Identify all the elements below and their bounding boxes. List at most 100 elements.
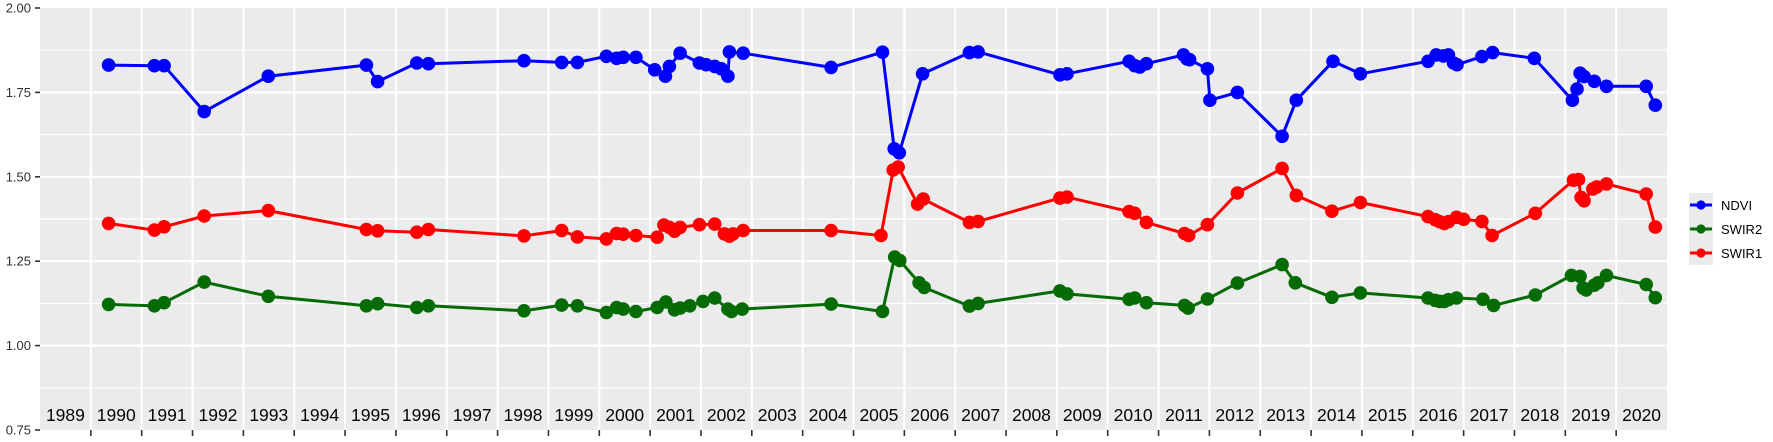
x-year-label: 2019	[1571, 405, 1610, 425]
data-point-swir1	[1639, 187, 1653, 201]
data-point-swir2	[554, 298, 569, 312]
legend-label-swir2: SWIR2	[1721, 221, 1763, 237]
x-year-label: 1998	[504, 405, 543, 425]
data-point-swir2	[1325, 290, 1339, 305]
data-point-swir1	[673, 220, 687, 235]
data-point-ndvi	[1275, 129, 1289, 144]
y-axis-label: 1.00	[6, 338, 31, 353]
data-point-ndvi	[1230, 85, 1245, 100]
data-point-swir1	[1456, 212, 1471, 227]
data-point-ndvi	[570, 55, 585, 70]
data-point-swir2	[1139, 295, 1154, 310]
data-point-ndvi	[1599, 79, 1614, 94]
x-year-label: 2016	[1419, 405, 1458, 425]
data-point-swir2	[157, 295, 171, 310]
data-point-ndvi	[1648, 98, 1663, 112]
data-point-swir2	[570, 299, 585, 313]
data-point-swir2	[517, 304, 531, 318]
data-point-swir2	[1639, 277, 1653, 292]
data-point-swir2	[893, 253, 907, 268]
data-point-ndvi	[971, 45, 985, 59]
data-point-ndvi	[157, 58, 171, 73]
data-point-ndvi	[1353, 67, 1368, 81]
data-point-swir2	[616, 302, 630, 316]
legend-key-swir1-icon	[1689, 241, 1713, 265]
data-point-swir1	[824, 223, 838, 238]
data-point-ndvi	[147, 58, 162, 73]
x-year-label: 1991	[148, 405, 187, 425]
data-point-ndvi	[915, 67, 930, 81]
y-axis-label: 2.00	[6, 1, 31, 16]
data-point-swir1	[1139, 215, 1154, 230]
x-year-label: 2005	[859, 405, 898, 425]
data-point-swir1	[517, 229, 531, 243]
data-point-ndvi	[1565, 93, 1580, 107]
data-point-swir1	[629, 228, 643, 243]
data-point-swir1	[1181, 228, 1196, 243]
x-year-label: 1994	[300, 405, 339, 425]
data-point-swir2	[1200, 292, 1215, 306]
data-point-ndvi	[1200, 62, 1215, 76]
x-year-label: 2000	[605, 405, 644, 425]
data-point-swir1	[570, 230, 585, 244]
x-year-label: 2002	[707, 405, 746, 425]
x-year-label: 2010	[1114, 405, 1153, 425]
data-point-swir2	[261, 289, 276, 304]
x-year-label: 2003	[758, 405, 797, 425]
data-point-swir1	[616, 227, 630, 241]
data-point-swir1	[261, 203, 276, 218]
data-point-swir1	[650, 230, 664, 244]
data-point-ndvi	[1475, 49, 1489, 64]
data-point-swir1	[692, 217, 707, 232]
y-axis-label: 1.75	[6, 85, 31, 100]
data-point-swir1	[707, 217, 722, 231]
y-axis-label: 1.25	[6, 254, 31, 269]
data-point-ndvi	[721, 69, 735, 83]
data-point-ndvi	[1527, 51, 1542, 66]
data-point-swir2	[735, 302, 749, 316]
data-point-swir1	[1599, 177, 1614, 191]
y-axis-label: 0.75	[6, 423, 31, 438]
data-point-ndvi	[629, 50, 643, 65]
data-point-swir2	[971, 296, 985, 311]
data-point-ndvi	[673, 46, 687, 60]
data-point-swir1	[1577, 194, 1591, 208]
data-point-swir1	[1060, 190, 1074, 204]
data-point-swir2	[1288, 276, 1303, 290]
legend-key-glyph	[1690, 224, 1712, 234]
x-year-label: 1990	[97, 405, 136, 425]
x-year-label: 1989	[46, 405, 85, 425]
data-point-swir2	[1476, 292, 1490, 307]
data-point-swir2	[1060, 287, 1074, 301]
data-point-ndvi	[599, 49, 614, 64]
data-point-ndvi	[1326, 54, 1340, 69]
data-point-swir2	[917, 280, 931, 295]
x-year-label: 2020	[1622, 405, 1661, 425]
data-point-swir1	[370, 224, 385, 238]
data-point-ndvi	[662, 59, 677, 74]
data-point-swir1	[971, 214, 985, 229]
data-point-swir1	[1528, 206, 1543, 221]
data-point-ndvi	[1289, 93, 1304, 107]
data-point-ndvi	[370, 74, 385, 89]
data-point-ndvi	[1203, 93, 1217, 107]
data-point-swir2	[1573, 269, 1587, 284]
x-year-label: 1995	[351, 405, 390, 425]
x-year-label: 2004	[809, 405, 848, 425]
data-point-swir2	[1599, 268, 1614, 283]
data-point-ndvi	[261, 69, 276, 83]
data-point-ndvi	[1450, 57, 1464, 72]
x-year-label: 2013	[1266, 405, 1305, 425]
legend-key-glyph	[1690, 200, 1712, 210]
data-point-swir1	[1275, 161, 1289, 176]
data-point-swir2	[1486, 298, 1501, 313]
legend-item-swir2: SWIR2	[1689, 217, 1762, 241]
data-point-swir2	[101, 297, 116, 312]
data-point-ndvi	[1182, 52, 1197, 67]
data-point-swir2	[1230, 276, 1245, 290]
x-year-label: 1992	[198, 405, 237, 425]
x-year-label: 2008	[1012, 405, 1051, 425]
data-point-swir1	[157, 220, 171, 234]
data-point-ndvi	[736, 46, 750, 60]
